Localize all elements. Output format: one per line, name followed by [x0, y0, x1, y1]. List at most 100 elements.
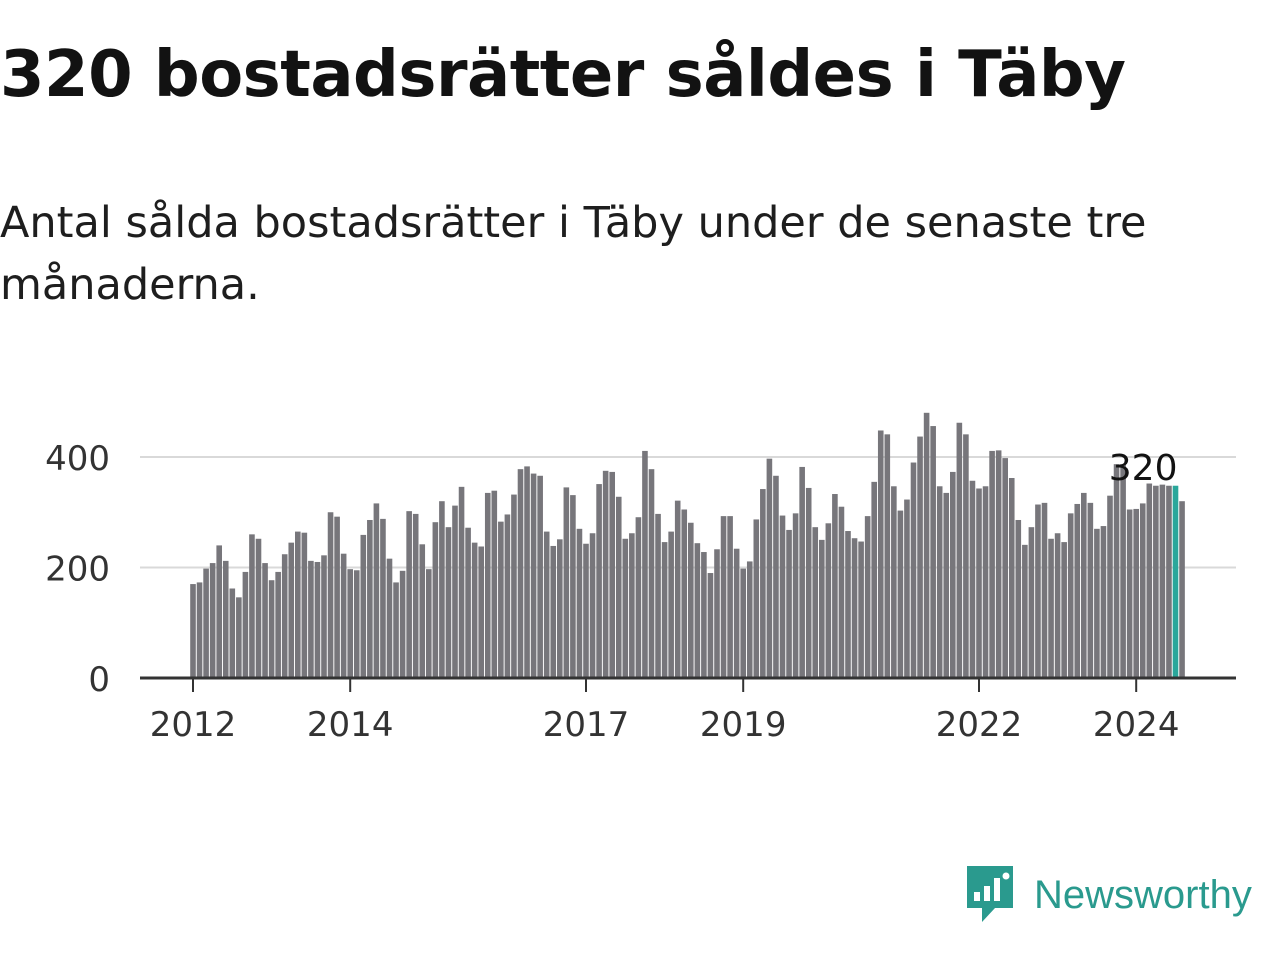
bar	[288, 542, 295, 678]
bar	[956, 422, 963, 678]
bar	[877, 430, 884, 678]
bar	[923, 412, 930, 678]
bar	[609, 471, 615, 678]
bar	[491, 490, 498, 678]
bar-chart: 0 200 400 2012 2014 2017 2019 2022 2024 320	[45, 412, 1236, 745]
bar-highlight	[1172, 485, 1179, 678]
bar	[648, 469, 655, 678]
bar	[393, 582, 399, 678]
bar	[832, 494, 838, 678]
bar	[295, 531, 301, 678]
bar	[1028, 527, 1035, 678]
bar	[1061, 542, 1067, 678]
chart-title: 320 bostadsrätter såldes i Täby	[0, 38, 1126, 112]
bar	[917, 436, 923, 678]
bar	[963, 434, 969, 678]
bar	[805, 487, 812, 678]
bar	[1054, 533, 1061, 678]
bar	[596, 484, 602, 678]
bar	[615, 496, 622, 678]
bar	[629, 533, 635, 678]
bar	[504, 514, 511, 678]
bar	[478, 546, 484, 678]
bar	[249, 534, 255, 678]
bar	[229, 588, 236, 678]
bar	[268, 580, 275, 678]
bar	[1166, 485, 1172, 678]
bar	[1100, 526, 1107, 678]
bar	[720, 516, 727, 678]
bar	[694, 543, 701, 678]
bar	[432, 522, 439, 678]
bar	[688, 522, 694, 678]
y-tick-label-200: 200	[45, 550, 110, 590]
bar	[1048, 538, 1054, 678]
bar	[897, 510, 904, 678]
x-tick-label-2019: 2019	[700, 705, 787, 745]
bar	[1146, 483, 1153, 678]
bar	[1179, 501, 1185, 678]
bar	[838, 506, 845, 678]
bar	[740, 568, 746, 678]
bar	[190, 584, 196, 678]
bar	[576, 528, 583, 678]
bar	[674, 500, 681, 678]
highlight-value-label: 320	[1109, 448, 1178, 489]
bar	[904, 499, 910, 678]
bar	[471, 542, 478, 678]
bar	[353, 570, 360, 678]
bar	[727, 516, 733, 678]
bar	[1126, 509, 1133, 678]
bar	[930, 426, 936, 678]
bar	[517, 469, 524, 678]
y-tick-label-400: 400	[45, 439, 110, 479]
bar	[314, 561, 321, 678]
bar	[936, 486, 943, 678]
bar	[301, 532, 308, 678]
bar	[864, 516, 871, 678]
y-tick-label-0: 0	[88, 660, 110, 700]
bar	[537, 475, 543, 678]
bar	[714, 549, 720, 678]
bar	[622, 538, 629, 678]
bar	[746, 561, 753, 678]
bar	[1139, 503, 1146, 678]
bar	[1035, 504, 1041, 678]
bar	[275, 571, 281, 678]
bar	[851, 538, 858, 678]
bar	[858, 541, 864, 678]
bar	[773, 475, 779, 678]
bar	[465, 527, 471, 678]
bar	[458, 486, 465, 678]
bar	[222, 560, 229, 678]
bar	[439, 501, 445, 678]
bar	[989, 450, 995, 678]
bar	[1159, 484, 1166, 679]
bar	[943, 492, 950, 678]
newsworthy-logo[interactable]: Newsworthy	[964, 864, 1252, 926]
bar	[819, 539, 825, 679]
bar	[209, 563, 216, 678]
bar	[557, 539, 563, 678]
bar	[236, 597, 242, 678]
bar	[1041, 502, 1048, 678]
bar	[950, 471, 956, 678]
bar	[1074, 503, 1081, 678]
newsworthy-logo-text: Newsworthy	[1034, 873, 1252, 917]
bar	[426, 569, 432, 678]
bar	[543, 531, 550, 678]
bar	[1022, 544, 1028, 678]
bar	[308, 560, 314, 678]
bar	[766, 458, 773, 678]
bar	[570, 495, 576, 678]
bar	[1067, 513, 1074, 678]
bar	[203, 568, 209, 678]
bar	[327, 512, 334, 678]
bar	[1094, 528, 1100, 678]
bar	[281, 554, 288, 678]
bar	[871, 481, 877, 678]
bar	[498, 521, 504, 678]
bar	[511, 494, 517, 678]
bar	[753, 519, 760, 678]
x-tick-label-2014: 2014	[307, 705, 394, 745]
